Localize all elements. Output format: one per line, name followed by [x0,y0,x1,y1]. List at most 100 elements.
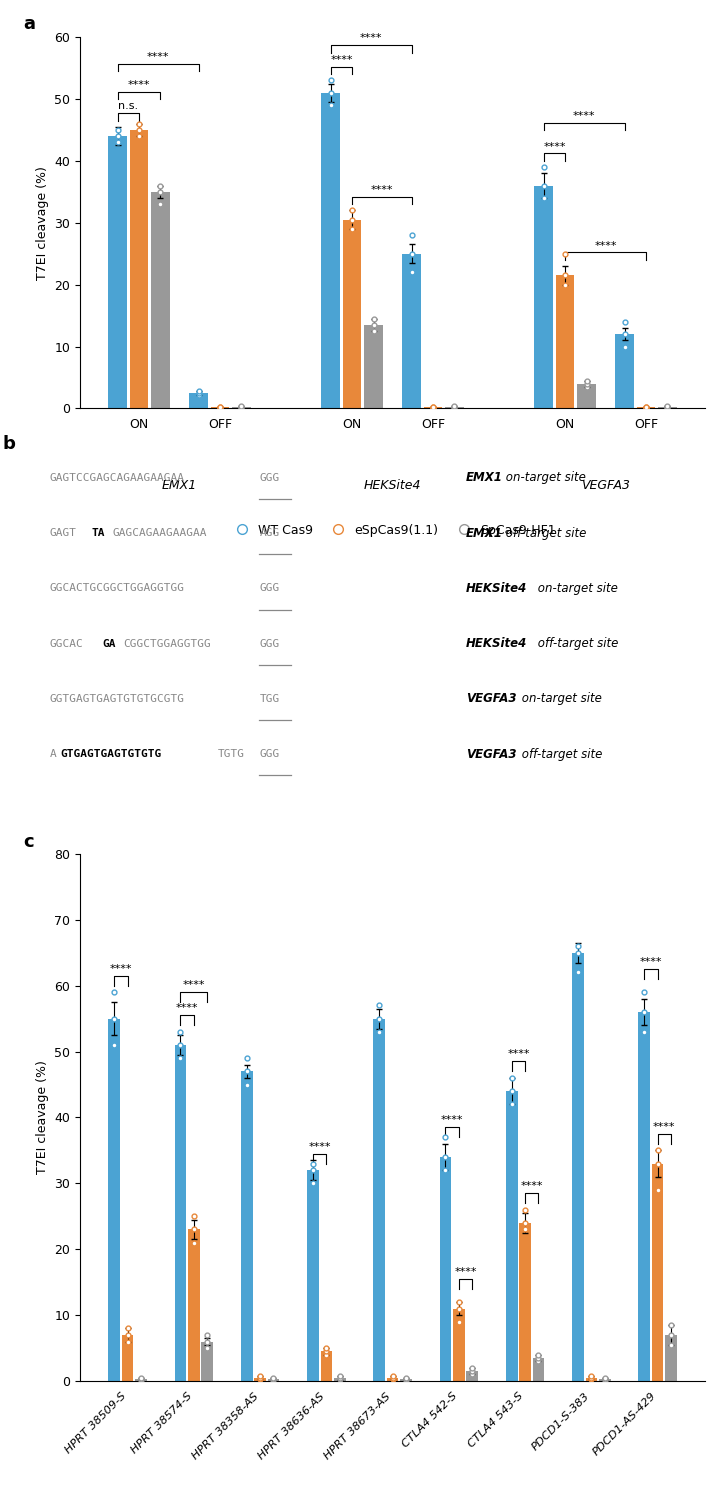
Text: ****: **** [573,111,595,120]
Text: GGG: GGG [260,472,280,483]
Text: VEGFA3: VEGFA3 [466,692,516,705]
Bar [440,1157,451,1381]
Bar [307,1170,318,1381]
Text: ****: **** [360,33,382,43]
Text: ****: **** [653,1123,675,1132]
Bar [652,1164,664,1381]
Legend: WT Cas9, eSpCas9(1.1), SpCas9-HF1: WT Cas9, eSpCas9(1.1), SpCas9-HF1 [225,518,561,542]
Bar [189,394,208,408]
Bar [232,407,251,408]
Text: ****: **** [507,1050,530,1059]
Text: EMX1: EMX1 [466,527,502,539]
Bar [519,1224,531,1381]
Bar [638,1013,650,1381]
Bar [572,953,584,1381]
Bar [453,1308,465,1381]
Text: ****: **** [595,241,616,251]
Text: EMX1: EMX1 [162,478,197,492]
Text: GGTGAGTGAGTGTGTGCGTG: GGTGAGTGAGTGTGTGCGTG [50,693,185,704]
Text: GGCAC: GGCAC [50,639,84,649]
Bar [151,192,170,408]
Text: TA: TA [92,529,105,538]
Text: GAGTCCGAGCAGAAGAAGAA: GAGTCCGAGCAGAAGAAGAA [50,472,185,483]
Text: GGCACTGCGGCTGGAGGTGG: GGCACTGCGGCTGGAGGTGG [50,584,185,594]
Bar [402,254,421,408]
Bar [387,1378,398,1381]
Text: off-target site: off-target site [518,747,602,760]
Text: GA: GA [103,639,116,649]
Text: CGGCTGGAGGTGG: CGGCTGGAGGTGG [124,639,211,649]
Bar [321,1351,332,1381]
Text: ****: **** [543,141,566,151]
Bar [121,1335,133,1381]
Text: ****: **** [521,1181,543,1191]
Bar [658,407,677,408]
Bar [400,1380,411,1381]
Bar [135,1380,147,1381]
Bar [585,1378,597,1381]
Bar [241,1071,252,1381]
Bar [374,1019,385,1381]
Bar [556,275,574,408]
Text: A: A [50,748,57,759]
Bar [534,186,553,408]
Text: GAGCAGAAGAAGAA: GAGCAGAAGAAGAA [113,529,207,538]
Text: GGG: GGG [260,639,280,649]
Bar [321,92,340,408]
Text: ****: **** [110,964,132,974]
Text: ****: **** [330,55,353,65]
Text: ****: **** [176,1004,198,1013]
Bar [665,1335,677,1381]
Bar [174,1045,186,1381]
Bar [343,220,361,408]
Text: a: a [24,15,36,33]
Text: VEGFA3: VEGFA3 [466,747,516,760]
Bar [599,1380,611,1381]
Text: ****: **** [454,1267,477,1277]
Text: on-target site: on-target site [502,471,585,484]
Text: VEGFA3: VEGFA3 [581,478,630,492]
Text: ****: **** [640,958,662,967]
Bar [467,1371,478,1381]
Text: n.s.: n.s. [119,101,138,111]
Bar [201,1341,213,1381]
Text: ****: **** [182,980,205,990]
Bar [130,129,148,408]
Text: ****: **** [371,186,393,195]
Bar [268,1380,279,1381]
Text: EMX1: EMX1 [466,471,502,484]
Y-axis label: T7EI cleavage (%): T7EI cleavage (%) [36,1060,49,1175]
Text: GTGAGTGAGTGTGTG: GTGAGTGAGTGTGTG [60,748,161,759]
Text: TGG: TGG [260,693,280,704]
Bar [533,1357,545,1381]
Text: TGTG: TGTG [217,748,244,759]
Bar [506,1091,518,1381]
Bar [108,1019,120,1381]
Text: off-target site: off-target site [534,637,619,650]
Text: ****: **** [147,52,169,62]
Text: off-target site: off-target site [502,527,586,539]
Bar [254,1378,266,1381]
Text: GAGT: GAGT [50,529,77,538]
Text: on-target site: on-target site [534,582,618,595]
Text: HEKSite4: HEKSite4 [466,637,527,650]
Bar [445,407,464,408]
Bar [364,325,383,408]
Text: ****: **** [128,80,150,89]
Bar [577,383,596,408]
Y-axis label: T7EI cleavage (%): T7EI cleavage (%) [36,166,49,279]
Text: ****: **** [441,1115,463,1126]
Text: HEKSite4: HEKSite4 [466,582,527,595]
Bar [334,1378,345,1381]
Bar [108,137,127,408]
Bar [188,1230,200,1381]
Text: c: c [24,833,34,851]
Text: on-target site: on-target site [518,692,602,705]
Bar [615,334,634,408]
Text: GGG: GGG [260,584,280,594]
Text: b: b [2,435,15,453]
Text: ****: **** [308,1142,331,1152]
Text: HEKSite4: HEKSite4 [364,478,422,492]
Text: AGG: AGG [260,529,280,538]
Text: GGG: GGG [260,748,280,759]
